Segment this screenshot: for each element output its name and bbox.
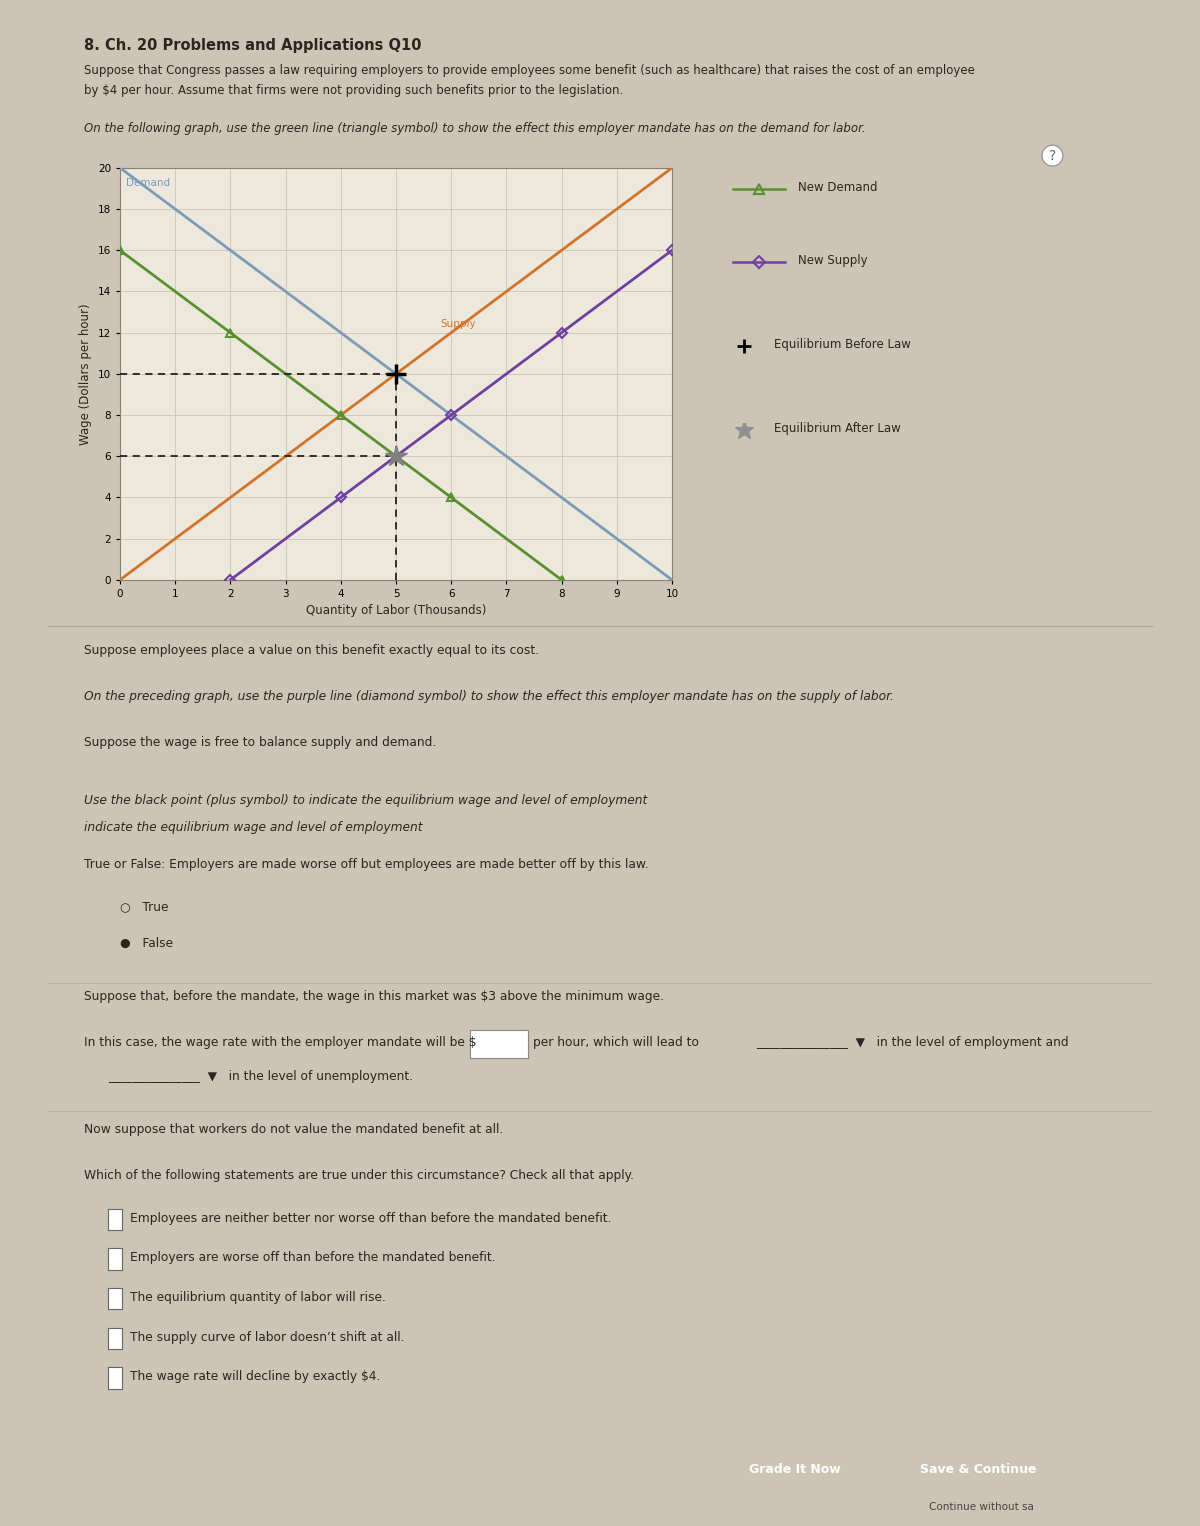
Text: Save & Continue: Save & Continue [920, 1463, 1037, 1476]
Text: Suppose the wage is free to balance supply and demand.: Suppose the wage is free to balance supp… [84, 736, 437, 749]
Text: Suppose that Congress passes a law requiring employers to provide employees some: Suppose that Congress passes a law requi… [84, 64, 974, 78]
Text: ●   False: ● False [120, 937, 173, 951]
Text: Grade It Now: Grade It Now [749, 1463, 841, 1476]
Text: Employees are neither better nor worse off than before the mandated benefit.: Employees are neither better nor worse o… [130, 1212, 611, 1225]
Text: Equilibrium After Law: Equilibrium After Law [774, 423, 901, 435]
Text: The supply curve of labor doesn’t shift at all.: The supply curve of labor doesn’t shift … [130, 1331, 404, 1344]
Text: Employers are worse off than before the mandated benefit.: Employers are worse off than before the … [130, 1251, 496, 1265]
Text: _______________  ▼   in the level of employment and: _______________ ▼ in the level of employ… [756, 1036, 1069, 1050]
Text: _______________  ▼   in the level of unemployment.: _______________ ▼ in the level of unempl… [108, 1070, 413, 1083]
Text: per hour, which will lead to: per hour, which will lead to [533, 1036, 698, 1050]
Text: Now suppose that workers do not value the mandated benefit at all.: Now suppose that workers do not value th… [84, 1123, 503, 1137]
Text: indicate the equilibrium wage and level of employment: indicate the equilibrium wage and level … [84, 821, 426, 835]
Text: Demand: Demand [126, 179, 169, 188]
Text: The equilibrium quantity of labor will rise.: The equilibrium quantity of labor will r… [130, 1291, 385, 1305]
Text: ?: ? [1049, 148, 1056, 163]
Text: Supply: Supply [440, 319, 475, 328]
Text: On the preceding graph, use the purple line (diamond symbol) to show the effect : On the preceding graph, use the purple l… [84, 690, 894, 703]
Text: In this case, the wage rate with the employer mandate will be $: In this case, the wage rate with the emp… [84, 1036, 476, 1050]
Text: On the following graph, use the green line (triangle symbol) to show the effect : On the following graph, use the green li… [84, 122, 865, 136]
Text: 8. Ch. 20 Problems and Applications Q10: 8. Ch. 20 Problems and Applications Q10 [84, 38, 421, 53]
Text: Suppose employees place a value on this benefit exactly equal to its cost.: Suppose employees place a value on this … [84, 644, 539, 658]
X-axis label: Quantity of Labor (Thousands): Quantity of Labor (Thousands) [306, 604, 486, 618]
Text: Continue without sa: Continue without sa [929, 1502, 1034, 1512]
Text: New Supply: New Supply [798, 255, 868, 267]
Text: New Demand: New Demand [798, 182, 877, 194]
Text: The wage rate will decline by exactly $4.: The wage rate will decline by exactly $4… [130, 1370, 380, 1384]
Text: Use the black point (plus symbol) to indicate the equilibrium wage and level of : Use the black point (plus symbol) to ind… [84, 794, 652, 807]
Text: Suppose that, before the mandate, the wage in this market was $3 above the minim: Suppose that, before the mandate, the wa… [84, 990, 664, 1004]
Text: Which of the following statements are true under this circumstance? Check all th: Which of the following statements are tr… [84, 1169, 634, 1183]
Text: Equilibrium Before Law: Equilibrium Before Law [774, 339, 911, 351]
Y-axis label: Wage (Dollars per hour): Wage (Dollars per hour) [79, 304, 92, 444]
Text: True or False: Employers are made worse off but employees are made better off by: True or False: Employers are made worse … [84, 858, 649, 871]
Text: by $4 per hour. Assume that firms were not providing such benefits prior to the : by $4 per hour. Assume that firms were n… [84, 84, 623, 98]
Text: ○   True: ○ True [120, 900, 168, 914]
